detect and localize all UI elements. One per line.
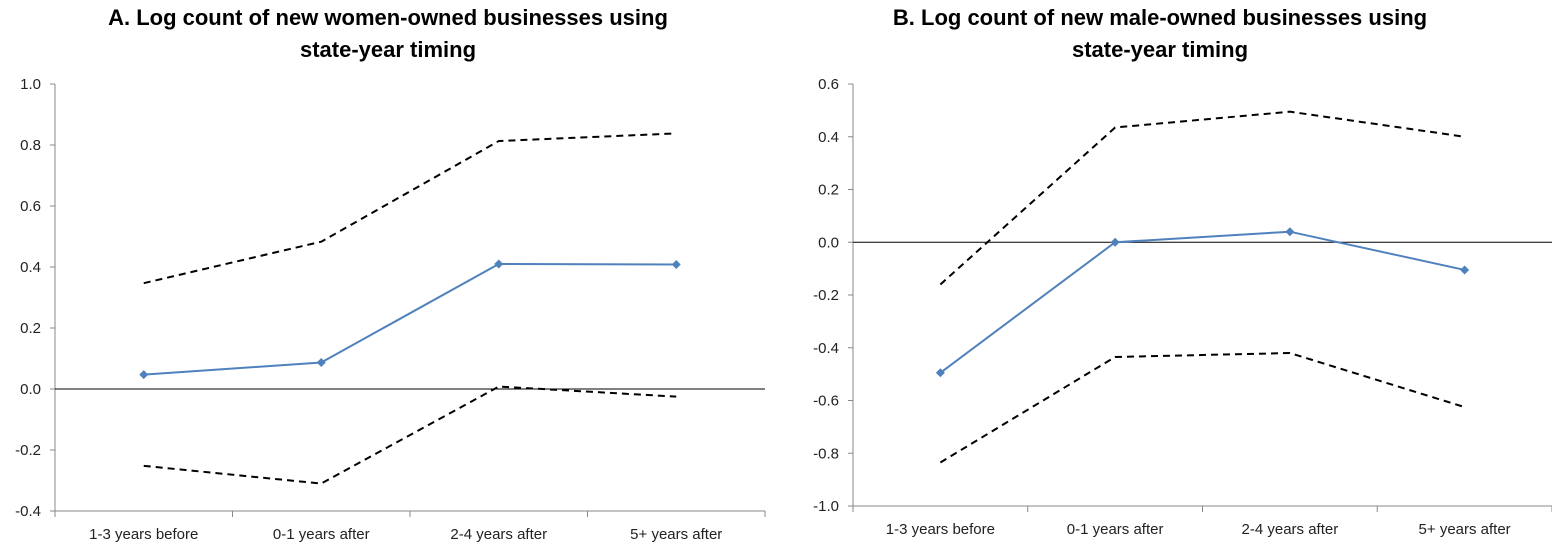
confidence-bound-line-a-2 xyxy=(143,385,677,485)
data-point-marker-a xyxy=(139,370,149,380)
y-tick-label-a: 0.2 xyxy=(20,320,41,337)
y-tick-label-b: -1.0 xyxy=(813,498,839,515)
y-tick-label-a: 0.8 xyxy=(20,137,41,154)
x-tick-label-b: 5+ years after xyxy=(1419,521,1511,538)
y-tick-label-b: -0.2 xyxy=(813,287,839,304)
confidence-bound-line-b-1 xyxy=(939,110,1465,286)
chart-title-a: A. Log count of new women-owned business… xyxy=(0,2,776,66)
confidence-bound-line-b-2 xyxy=(939,352,1465,464)
x-tick-label-a: 1-3 years before xyxy=(89,526,198,543)
data-point-marker-a xyxy=(494,259,504,269)
data-point-marker-b xyxy=(1110,237,1120,247)
y-tick-label-a: 0.6 xyxy=(20,198,41,215)
data-point-marker-a xyxy=(671,260,681,270)
y-tick-label-a: 0.0 xyxy=(20,381,41,398)
y-tick-label-b: 0.4 xyxy=(818,129,839,146)
chart-title-a-line-2: state-year timing xyxy=(299,37,477,62)
chart-title-b-line-1: B. Log count of new male-owned businesse… xyxy=(892,5,1428,30)
x-tick-label-a: 0-1 years after xyxy=(273,526,370,543)
y-tick-label-b: -0.6 xyxy=(813,393,839,410)
chart-b-plot: 0.6 0.4 0.2 0.0 -0.2 -0.4 -0.6 -0.8 -1.0 1-3 year… xyxy=(813,76,1552,538)
estimate-line-b-0 xyxy=(939,230,1465,374)
data-point-marker-b xyxy=(935,368,945,378)
chart-a-plot: 1.0 0.8 0.6 0.4 0.2 0.0 -0.2 -0.4 1-3 years befo… xyxy=(15,76,766,543)
chart-panel-b: B. Log count of new male-owned businesse… xyxy=(776,0,1552,545)
y-tick-label-a: 1.0 xyxy=(20,76,41,93)
y-tick-label-a: 0.4 xyxy=(20,259,41,276)
data-point-marker-b xyxy=(1285,227,1295,237)
chart-title-b: B. Log count of new male-owned businesse… xyxy=(772,2,1548,66)
chart-panel-a: A. Log count of new women-owned business… xyxy=(0,2,776,543)
y-tick-label-b: 0.2 xyxy=(818,182,839,199)
y-tick-label-b: -0.8 xyxy=(813,445,839,462)
data-point-marker-b xyxy=(1460,265,1470,275)
y-tick-label-a: -0.4 xyxy=(15,503,41,520)
x-tick-label-a: 5+ years after xyxy=(630,526,722,543)
y-tick-label-b: 0.6 xyxy=(818,76,839,93)
data-point-marker-a xyxy=(316,357,326,367)
chart-title-a-line-1: A. Log count of new women-owned business… xyxy=(108,5,668,30)
confidence-bound-line-a-1 xyxy=(143,132,677,285)
y-tick-label-a: -0.2 xyxy=(15,442,41,459)
y-tick-label-b: -0.4 xyxy=(813,340,839,357)
estimate-line-a-0 xyxy=(143,262,677,376)
x-tick-label-b: 1-3 years before xyxy=(886,521,995,538)
y-tick-label-b: 0.0 xyxy=(818,234,839,251)
x-tick-label-a: 2-4 years after xyxy=(450,526,547,543)
x-tick-label-b: 0-1 years after xyxy=(1067,521,1164,538)
chart-title-b-line-2: state-year timing xyxy=(1071,37,1249,62)
x-tick-label-b: 2-4 years after xyxy=(1242,521,1339,538)
